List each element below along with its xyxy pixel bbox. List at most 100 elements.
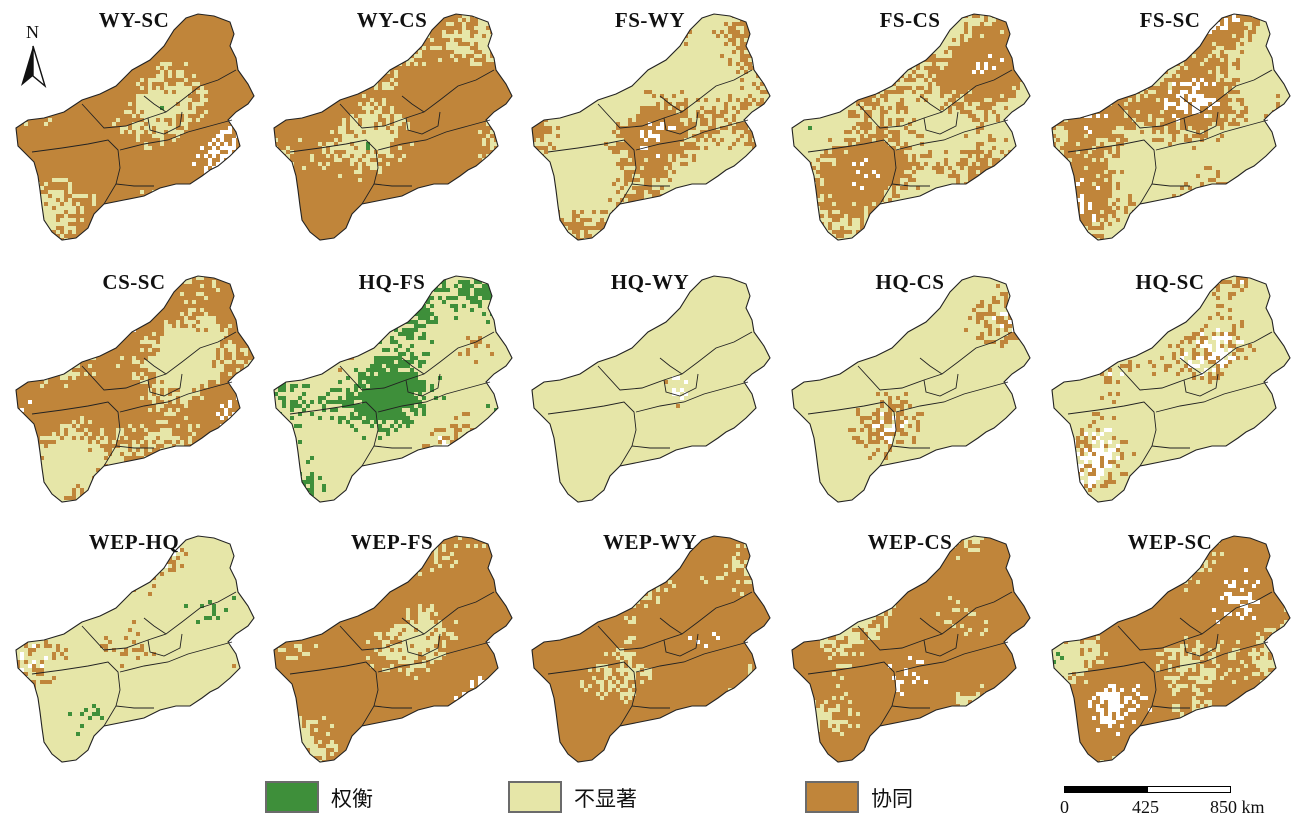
raster-cell bbox=[60, 166, 64, 170]
raster-cell bbox=[76, 70, 80, 74]
raster-cell bbox=[20, 126, 24, 130]
raster-cell bbox=[294, 114, 298, 118]
raster-cell bbox=[282, 90, 286, 94]
raster-cell bbox=[100, 154, 104, 158]
raster-cell bbox=[68, 70, 72, 74]
raster-cell bbox=[220, 154, 224, 158]
raster-cell bbox=[470, 146, 474, 150]
raster-cell bbox=[302, 86, 306, 90]
raster-cell bbox=[192, 170, 196, 174]
raster-cell bbox=[430, 122, 434, 126]
raster-cell bbox=[338, 122, 342, 126]
raster-cell bbox=[44, 138, 48, 142]
raster-cell bbox=[12, 42, 16, 46]
raster-cell bbox=[458, 158, 462, 162]
raster-cell bbox=[220, 90, 224, 94]
raster-cell bbox=[232, 110, 236, 114]
raster-cell bbox=[290, 102, 294, 106]
raster-cell bbox=[350, 130, 354, 134]
raster-cell bbox=[274, 134, 278, 138]
raster-cell bbox=[478, 110, 482, 114]
raster-cell bbox=[84, 90, 88, 94]
raster-cell bbox=[450, 78, 454, 82]
raster-cell bbox=[68, 170, 72, 174]
raster-cell bbox=[290, 66, 294, 70]
raster-cell bbox=[318, 38, 322, 42]
raster-cell bbox=[92, 238, 96, 240]
raster-cell bbox=[168, 154, 172, 158]
raster-cell bbox=[188, 162, 192, 166]
raster-cell bbox=[136, 170, 140, 174]
raster-cell bbox=[208, 66, 212, 70]
raster-cell bbox=[48, 158, 52, 162]
raster-cell bbox=[76, 166, 80, 170]
raster-cell bbox=[248, 202, 252, 206]
raster-cell bbox=[330, 134, 334, 138]
raster-cell bbox=[192, 154, 196, 158]
raster-cell bbox=[32, 158, 36, 162]
raster-cell bbox=[172, 54, 176, 58]
raster-cell bbox=[306, 126, 310, 130]
raster-cell bbox=[366, 70, 370, 74]
raster-cell bbox=[438, 150, 442, 154]
raster-cell bbox=[108, 98, 112, 102]
raster-cell bbox=[402, 146, 406, 150]
raster-cell bbox=[156, 142, 160, 146]
raster-cell bbox=[188, 206, 192, 210]
raster-cell bbox=[450, 66, 454, 70]
raster-cell bbox=[514, 110, 518, 114]
raster-cell bbox=[434, 110, 438, 114]
raster-cell bbox=[458, 54, 462, 58]
raster-cell bbox=[204, 50, 208, 54]
raster-cell bbox=[310, 98, 314, 102]
raster-cell bbox=[342, 74, 346, 78]
raster-cell bbox=[338, 74, 342, 78]
raster-cell bbox=[514, 102, 518, 106]
raster-cell bbox=[374, 106, 378, 110]
raster-cell bbox=[410, 118, 414, 122]
raster-cell bbox=[470, 102, 474, 106]
raster-cell bbox=[136, 206, 140, 210]
raster-cell bbox=[248, 162, 252, 166]
raster-cell bbox=[56, 150, 60, 154]
raster-cell bbox=[354, 66, 358, 70]
raster-cell bbox=[470, 150, 474, 154]
raster-cell bbox=[20, 134, 24, 138]
raster-cell bbox=[414, 82, 418, 86]
raster-cell bbox=[236, 170, 240, 174]
raster-cell bbox=[244, 154, 248, 158]
raster-cell bbox=[228, 174, 232, 178]
raster-cell bbox=[330, 38, 334, 42]
raster-cell bbox=[132, 46, 136, 50]
raster-cell bbox=[144, 226, 148, 230]
raster-cell bbox=[220, 46, 224, 50]
raster-cell bbox=[164, 58, 168, 62]
raster-cell bbox=[252, 110, 254, 114]
raster-cell bbox=[322, 38, 326, 42]
raster-cell bbox=[442, 70, 446, 74]
raster-cell bbox=[244, 122, 248, 126]
raster-cell bbox=[374, 74, 378, 78]
raster-cell bbox=[310, 46, 314, 50]
raster-cell bbox=[466, 66, 470, 70]
raster-cell bbox=[180, 146, 184, 150]
raster-cell bbox=[156, 170, 160, 174]
raster-cell bbox=[56, 170, 60, 174]
raster-cell bbox=[24, 190, 28, 194]
raster-cell bbox=[334, 102, 338, 106]
raster-cell bbox=[160, 158, 164, 162]
raster-cell bbox=[402, 74, 406, 78]
raster-cell bbox=[104, 38, 108, 42]
raster-cell bbox=[56, 218, 60, 222]
raster-cell bbox=[244, 102, 248, 106]
raster-cell bbox=[108, 134, 112, 138]
raster-cell bbox=[366, 42, 370, 46]
raster-cell bbox=[310, 102, 314, 106]
raster-cell bbox=[196, 206, 200, 210]
raster-cell bbox=[140, 218, 144, 222]
raster-cell bbox=[502, 94, 506, 98]
raster-cell bbox=[450, 62, 454, 66]
raster-cell bbox=[152, 70, 156, 74]
raster-cell bbox=[322, 130, 326, 134]
raster-cell bbox=[136, 222, 140, 226]
